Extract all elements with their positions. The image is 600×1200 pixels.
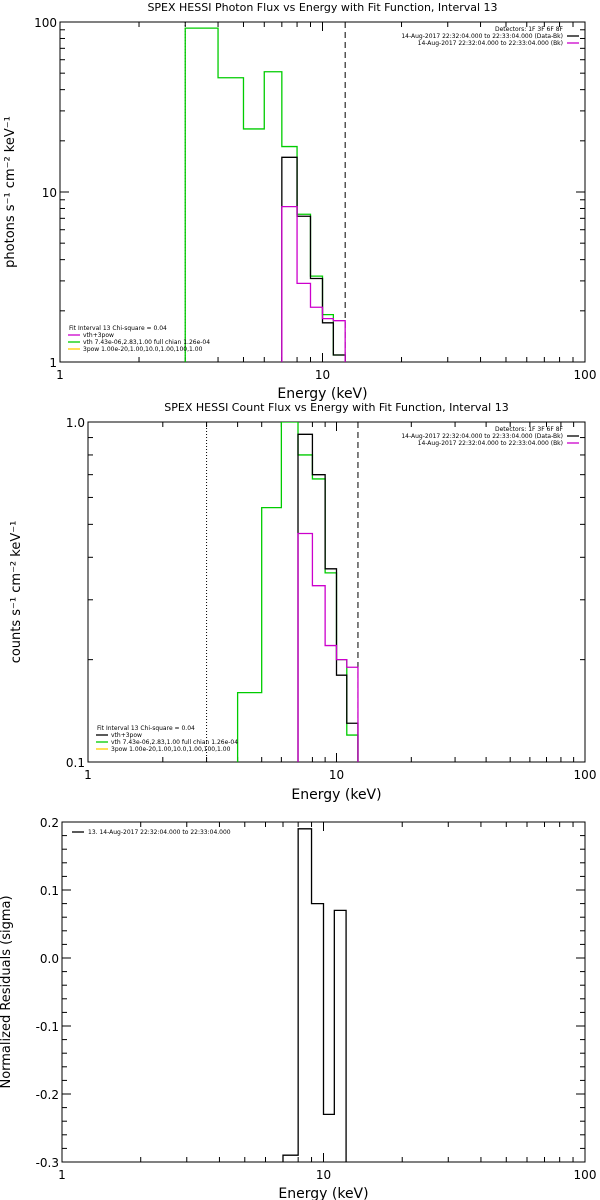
fit-legend-line: Fit Interval 13 Chi-square = 0.04 <box>69 325 167 332</box>
y-tick-label: -0.2 <box>36 1088 59 1102</box>
series-group <box>236 422 359 762</box>
series-line-2 <box>281 156 346 362</box>
series-line-1 <box>184 27 346 362</box>
chart-panel-3: 1 10 100 0.2 0.1 0.0 -0.1 -0.2 -0.3 Energy (keV) N… <box>0 816 596 1200</box>
series-line-1 <box>282 828 347 1162</box>
x-tick-label: 10 <box>315 368 330 382</box>
y-tick-label: 1 <box>49 356 57 370</box>
x-tick-label: 1 <box>84 768 92 782</box>
y-tick-label: 0.2 <box>40 816 59 830</box>
fit-legend-line: vth 7.43e-06,2.83,1.00 full chian 1.26e-… <box>83 339 210 346</box>
fit-legend-line: vth 7.43e-06,2.83,1.00 full chian 1.26e-… <box>111 739 238 746</box>
y-tick-label: 100 <box>34 16 57 30</box>
chart-panel-1: SPEX HESSI Photon Flux vs Energy with Fi… <box>3 1 596 402</box>
series-line-3 <box>297 532 359 762</box>
fit-legend-line: Fit Interval 13 Chi-square = 0.04 <box>97 725 195 732</box>
y-axis-label: counts s⁻¹ cm⁻² keV⁻¹ <box>9 521 24 664</box>
chart-title: SPEX HESSI Photon Flux vs Energy with Fi… <box>147 1 497 14</box>
chart-title: SPEX HESSI Count Flux vs Energy with Fit… <box>164 401 508 414</box>
header-line: Detectors: 1F 3F 6F 8F <box>495 26 564 33</box>
y-tick-label: -0.1 <box>36 1020 59 1034</box>
y-axis-label: photons s⁻¹ cm⁻² keV⁻¹ <box>3 116 18 268</box>
residual-legend-label: 13. 14-Aug-2017 22:32:04.000 to 22:33:04… <box>88 829 231 836</box>
x-tick-label: 100 <box>574 1168 597 1182</box>
series-group <box>184 27 346 362</box>
x-axis-label: Energy (keV) <box>291 787 381 803</box>
x-tick-label: 10 <box>316 1168 331 1182</box>
header-line: 14-Aug-2017 22:32:04.000 to 22:33:04.000… <box>418 440 563 447</box>
x-tick-label: 100 <box>574 368 597 382</box>
fit-legend-line: vth+3pow <box>111 732 142 739</box>
series-line-3 <box>281 206 346 362</box>
chart-panel-2: SPEX HESSI Count Flux vs Energy with Fit… <box>9 401 596 803</box>
fit-legend-line: 3pow 1.00e-20,1.00,10.0,1.00,100,1.00 <box>111 746 231 753</box>
y-tick-label: 1.0 <box>66 416 85 430</box>
fit-legend-line: 3pow 1.00e-20,1.00,10.0,1.00,100,1.00 <box>83 346 203 353</box>
y-tick-label: 10 <box>42 186 57 200</box>
x-tick-label: 1 <box>58 1168 66 1182</box>
x-axis-label: Energy (keV) <box>278 1186 368 1200</box>
header-line: 14-Aug-2017 22:32:04.000 to 22:33:04.000… <box>418 40 563 47</box>
header-line: Detectors: 1F 3F 6F 8F <box>495 426 564 433</box>
series-line-2 <box>297 433 359 762</box>
y-tick-label: 0.1 <box>40 884 59 898</box>
x-tick-label: 100 <box>574 768 597 782</box>
fit-legend-line: vth+3pow <box>83 332 114 339</box>
header-line: 14-Aug-2017 22:32:04.000 to 22:33:04.000… <box>401 33 563 40</box>
y-axis-label: Normalized Residuals (sigma) <box>0 895 14 1088</box>
x-tick-label: 1 <box>56 368 64 382</box>
x-tick-label: 10 <box>329 768 344 782</box>
y-tick-label: 0.1 <box>66 756 85 770</box>
y-tick-label: -0.3 <box>36 1156 59 1170</box>
x-axis-label: Energy (keV) <box>277 386 367 402</box>
header-line: 14-Aug-2017 22:32:04.000 to 22:33:04.000… <box>401 433 563 440</box>
y-tick-label: 0.0 <box>40 952 59 966</box>
series-group <box>282 828 347 1162</box>
